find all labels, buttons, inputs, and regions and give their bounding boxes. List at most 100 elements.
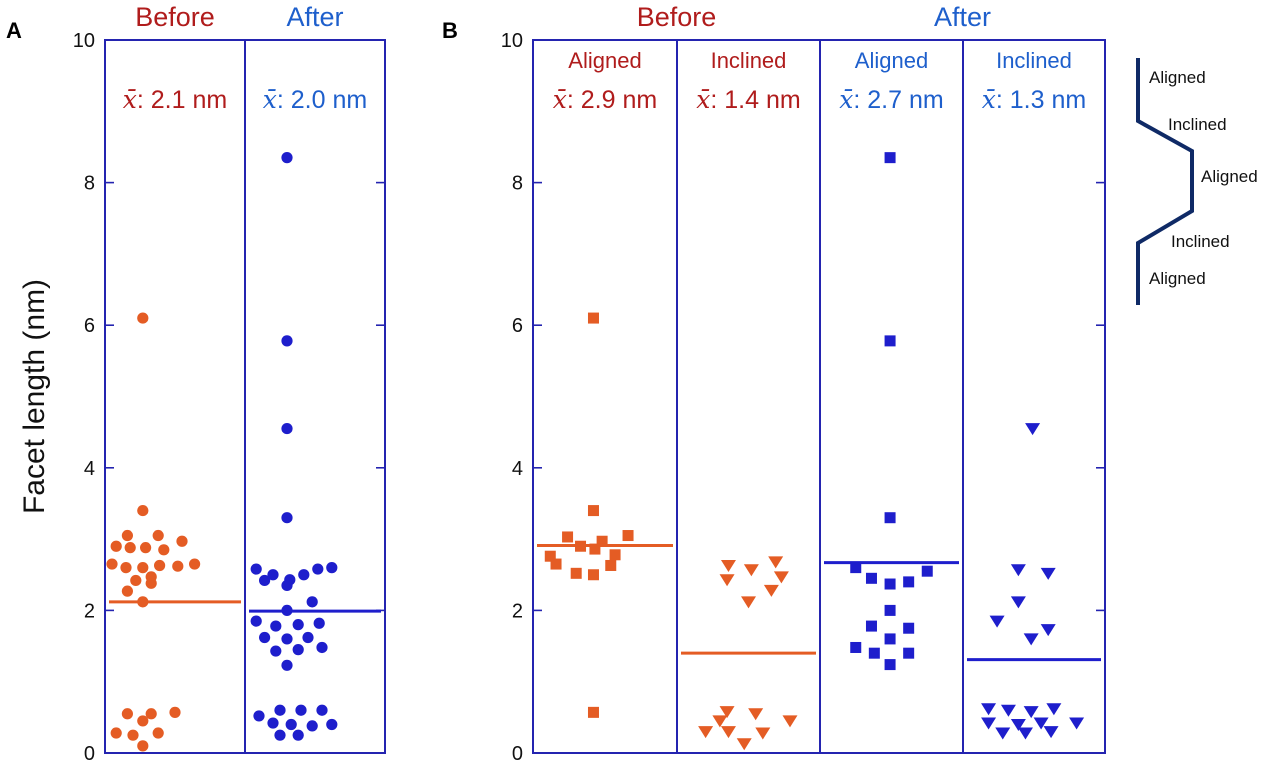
panel-b: 0 2 4 6 8 10 Aligned x̄: 2.9 nm Inclined x̄: 1.4 … [442,2,1106,763]
data-point [137,312,149,324]
data-point-square [884,633,896,645]
data-point-triangle [1017,727,1033,740]
data-point-triangle [720,726,736,739]
data-point-square [596,535,608,547]
data-point-triangle [1010,564,1026,577]
data-point [121,585,133,597]
data-point-square [605,559,617,571]
data-point-square [609,549,621,561]
y-tick-label: 2 [512,600,523,622]
mean-label-value: : 2.9 nm [567,86,657,114]
data-point [172,560,184,572]
y-tick-label: 4 [512,458,523,480]
data-point [316,641,328,654]
data-point-triangle [719,706,735,719]
data-point [306,720,318,732]
data-point-triangle [748,708,764,721]
data-point [110,540,122,552]
data-point-square [903,576,915,588]
data-point-square [589,543,601,555]
group-header: After [934,2,991,32]
data-point [124,542,136,554]
column-header: Inclined [996,48,1072,73]
data-point-square [865,620,877,632]
data-point [281,152,293,164]
data-point [158,544,170,556]
data-point-square [587,505,599,517]
data-point [137,740,149,752]
data-point [154,559,166,572]
data-point [259,574,271,587]
column-header: Aligned [568,48,641,73]
data-point [176,535,188,547]
data-point [316,704,328,716]
data-point-square [544,550,556,562]
data-point-triangle [1046,703,1062,716]
data-point-square [850,562,862,574]
panel-letter: A [6,18,22,43]
schematic-label: Aligned [1149,68,1206,87]
data-point-square [903,647,915,659]
data-point-square [865,572,877,584]
data-point [285,718,297,731]
data-point-triangle [763,584,779,597]
data-point-triangle [741,596,756,609]
data-point [281,335,293,347]
data-point-triangle [1000,704,1016,717]
mean-label-value: : 2.0 nm [277,86,367,114]
data-point [326,562,338,574]
y-tick-label: 2 [84,600,95,622]
facet-schematic: Aligned Inclined Aligned Inclined Aligned [1136,58,1258,305]
data-point-square [884,512,896,524]
data-point-triangle [736,738,752,751]
schematic-label: Aligned [1149,269,1206,288]
data-point [274,704,286,716]
mean-label: x̄: 2.7 nm [839,85,943,114]
data-point [281,633,293,645]
y-tick-label: 0 [512,743,523,763]
data-point-triangle [782,715,798,728]
mean-label-value: : 2.1 nm [137,86,227,114]
data-point-triangle [995,727,1011,740]
data-point [253,710,265,722]
data-point [281,512,293,524]
data-point-square [622,530,634,542]
data-point-square [587,706,599,718]
data-point-square [575,540,587,552]
data-point-square [903,622,915,634]
data-point [306,596,318,608]
data-point-triangle [1010,718,1026,731]
data-point-square [550,558,562,570]
data-point [292,729,304,741]
data-point-square [884,659,896,671]
y-tick-label: 6 [84,315,95,337]
mean-label: x̄: 2.0 nm [263,85,367,114]
data-point-triangle [1069,717,1085,730]
data-point-triangle [981,717,997,730]
column-header: Before [135,2,215,32]
panel-letter: B [442,18,458,43]
data-point [267,717,279,729]
data-point-square [921,565,933,577]
mean-label: x̄: 2.9 nm [553,85,657,114]
data-point-triangle [1025,423,1041,436]
data-point [292,644,304,656]
column-header: After [286,2,343,32]
y-tick-label: 8 [84,173,95,195]
y-tick-label: 6 [512,315,523,337]
data-point-square [850,641,862,653]
data-point [274,729,286,741]
data-point [140,542,152,554]
mean-label-value: : 1.3 nm [996,86,1086,114]
schematic-outline [1136,58,1194,305]
data-point-triangle [1023,706,1039,719]
data-point [295,704,307,716]
data-point-triangle [1033,717,1049,730]
data-point [270,620,282,632]
data-point-triangle [1010,596,1026,609]
data-point [152,529,164,542]
mean-label: x̄: 1.3 nm [982,85,1086,114]
data-point [281,579,293,592]
data-point-triangle [719,574,735,587]
